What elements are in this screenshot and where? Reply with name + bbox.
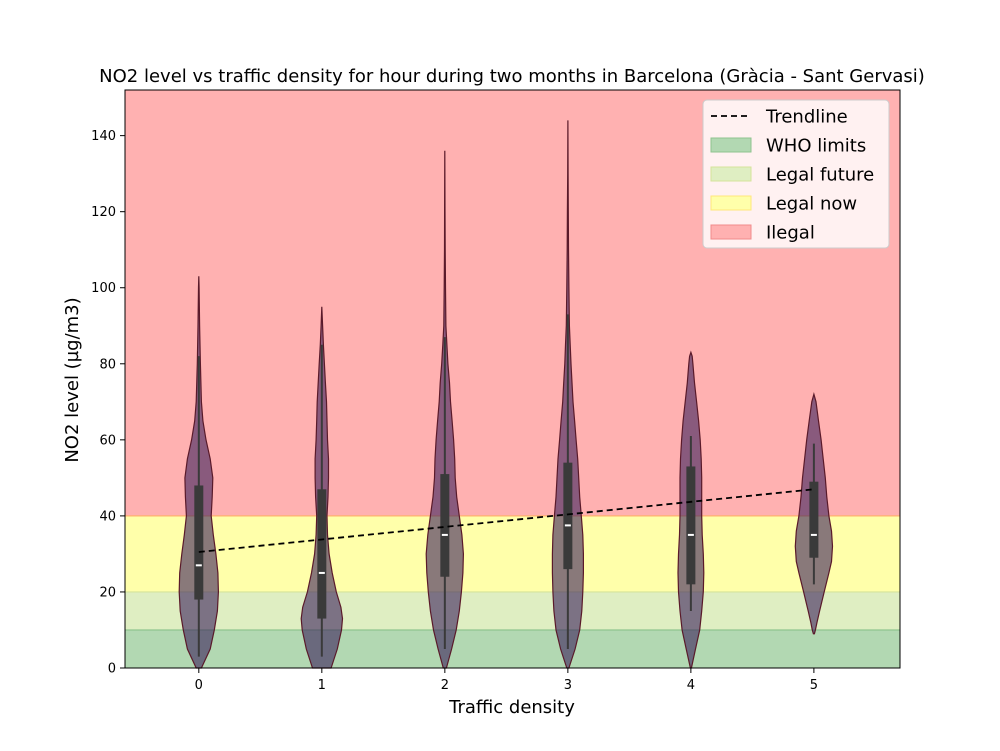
- y-tick-label: 140: [91, 129, 116, 144]
- x-axis-label: Traffic density: [448, 697, 575, 718]
- y-tick-label: 100: [91, 281, 116, 296]
- violin-iqr-box-1: [317, 489, 327, 619]
- x-tick-label: 1: [318, 678, 326, 693]
- axes-frame: [124, 89, 901, 669]
- legend-swatch: [710, 224, 752, 240]
- band-who-limits: [125, 629, 900, 668]
- violin-iqr-box-5: [809, 481, 819, 558]
- x-tick-label: 3: [564, 678, 572, 693]
- legend-label: Ilegal: [766, 223, 815, 244]
- violin-iqr-box-3: [563, 462, 573, 570]
- legend-swatch: [710, 137, 752, 153]
- x-tick-label: 0: [195, 678, 203, 693]
- y-tick-label: 0: [108, 662, 116, 677]
- legend-box: [702, 99, 890, 249]
- x-tick-label: 5: [810, 678, 818, 693]
- band-legal-now: [125, 515, 900, 592]
- x-tick-label: 4: [687, 678, 695, 693]
- y-tick-label: 40: [99, 509, 116, 524]
- y-tick-label: 80: [99, 357, 116, 372]
- x-tick-label: 2: [441, 678, 449, 693]
- legend-swatch: [710, 195, 752, 211]
- legend-label: WHO limits: [766, 136, 866, 157]
- y-tick-label: 60: [99, 433, 116, 448]
- violin-iqr-box-4: [686, 466, 696, 585]
- legend-label: Trendline: [765, 107, 848, 128]
- legend: Trendline WHO limits Legal future Legal now…: [702, 99, 890, 249]
- y-tick-label: 120: [91, 205, 116, 220]
- violin-iqr-box-0: [194, 485, 204, 600]
- chart-title: NO2 level vs traffic density for hour du…: [99, 66, 925, 87]
- legend-label: Legal future: [766, 165, 874, 186]
- band-legal-future: [125, 591, 900, 630]
- y-axis-label: NO2 level (µg/m3): [62, 297, 83, 462]
- legend-label: Legal now: [766, 194, 857, 215]
- y-tick-label: 20: [99, 585, 116, 600]
- legend-swatch: [710, 166, 752, 182]
- violin-iqr-box-2: [440, 474, 450, 577]
- trendline: [198, 488, 814, 553]
